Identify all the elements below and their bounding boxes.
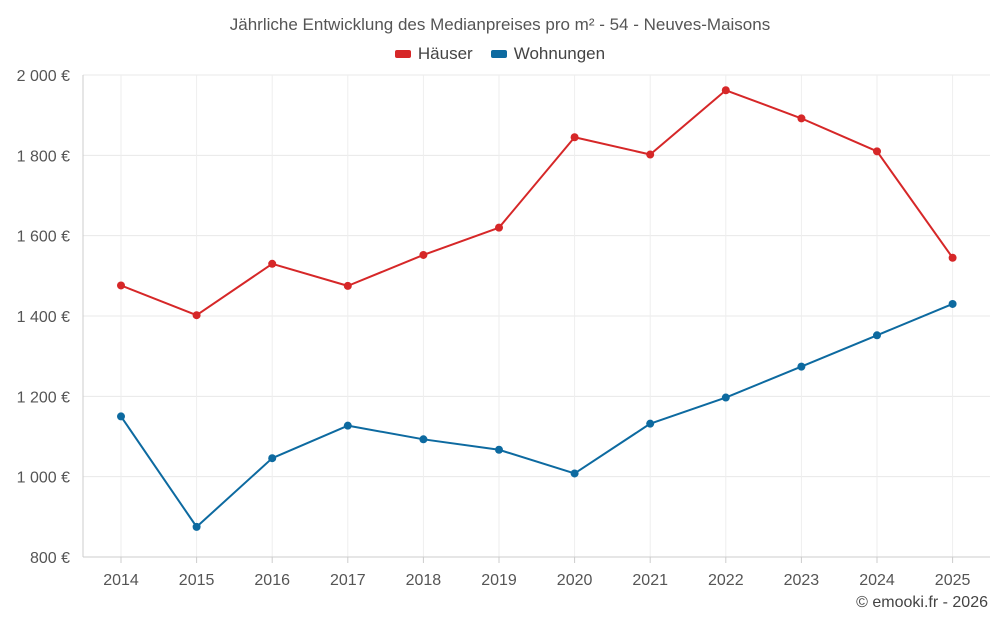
data-point-haeuser[interactable] xyxy=(797,114,806,123)
y-tick-label: 1 400 € xyxy=(17,309,70,326)
legend-label-wohnungen: Wohnungen xyxy=(513,44,606,63)
copyright-text: © emooki.fr - 2026 xyxy=(856,594,988,611)
x-tick-label: 2023 xyxy=(784,572,820,589)
y-tick-label: 1 600 € xyxy=(17,229,70,246)
data-point-wohnungen[interactable] xyxy=(948,299,957,308)
data-point-wohnungen[interactable] xyxy=(495,445,503,454)
data-point-haeuser[interactable] xyxy=(268,259,277,268)
data-point-haeuser[interactable] xyxy=(721,86,730,95)
y-tick-label: 2 000 € xyxy=(17,68,70,85)
data-point-haeuser[interactable] xyxy=(117,281,125,290)
legend: Häuser Wohnungen xyxy=(0,44,1000,64)
data-point-haeuser[interactable] xyxy=(948,253,957,262)
data-point-wohnungen[interactable] xyxy=(570,469,579,478)
legend-item-wohnungen[interactable]: Wohnungen xyxy=(490,44,606,64)
data-point-haeuser[interactable] xyxy=(646,150,655,159)
data-point-haeuser[interactable] xyxy=(570,133,579,142)
data-point-haeuser[interactable] xyxy=(419,250,428,259)
data-point-wohnungen[interactable] xyxy=(721,393,730,402)
x-tick-label: 2022 xyxy=(708,572,744,589)
legend-swatch-wohnungen xyxy=(490,50,507,58)
x-tick-label: 2019 xyxy=(481,572,517,589)
data-point-haeuser[interactable] xyxy=(343,281,352,290)
legend-label-haeuser: Häuser xyxy=(417,44,473,63)
data-point-wohnungen[interactable] xyxy=(646,419,655,428)
series-line-haeuser xyxy=(120,89,954,317)
data-point-wohnungen[interactable] xyxy=(343,421,352,430)
x-tick-label: 2014 xyxy=(103,572,139,589)
data-point-wohnungen[interactable] xyxy=(117,412,125,421)
x-tick-label: 2017 xyxy=(330,572,366,589)
legend-swatch-haeuser xyxy=(394,50,411,58)
data-point-haeuser[interactable] xyxy=(495,223,503,232)
x-tick-label: 2024 xyxy=(859,572,895,589)
y-tick-label: 800 € xyxy=(30,550,70,567)
y-tick-label: 1 200 € xyxy=(17,389,70,406)
data-point-wohnungen[interactable] xyxy=(419,435,428,444)
y-tick-label: 1 000 € xyxy=(17,470,70,487)
data-point-wohnungen[interactable] xyxy=(797,362,806,371)
chart-title: Jährliche Entwicklung des Medianpreises … xyxy=(229,15,771,34)
x-tick-label: 2020 xyxy=(557,572,593,589)
data-point-haeuser[interactable] xyxy=(192,311,201,320)
data-point-haeuser[interactable] xyxy=(873,147,881,156)
x-tick-label: 2021 xyxy=(632,572,668,589)
x-tick-label: 2018 xyxy=(406,572,442,589)
data-point-wohnungen[interactable] xyxy=(192,522,201,531)
x-tick-label: 2025 xyxy=(935,572,971,589)
data-point-wohnungen[interactable] xyxy=(268,454,277,463)
x-tick-label: 2016 xyxy=(254,572,290,589)
y-tick-label: 1 800 € xyxy=(17,148,70,165)
legend-item-haeuser[interactable]: Häuser xyxy=(394,44,473,64)
series-line-wohnungen xyxy=(120,303,953,528)
data-point-wohnungen[interactable] xyxy=(873,331,881,340)
x-tick-label: 2015 xyxy=(179,572,215,589)
